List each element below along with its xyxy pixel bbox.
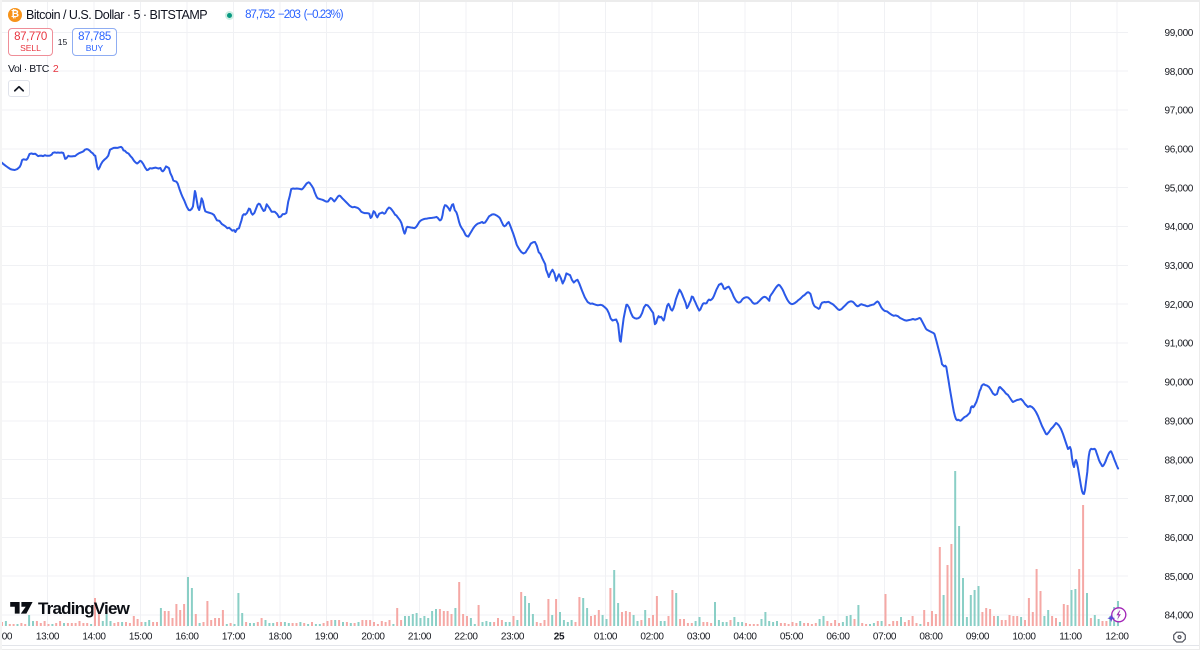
svg-text:09:00: 09:00 <box>966 632 990 643</box>
svg-text:85,000: 85,000 <box>1165 572 1194 583</box>
svg-text:20:00: 20:00 <box>361 632 385 643</box>
svg-text:23:00: 23:00 <box>501 632 525 643</box>
svg-text:18:00: 18:00 <box>268 632 292 643</box>
svg-text:01:00: 01:00 <box>594 632 618 643</box>
svg-text:12:00: 12:00 <box>0 632 13 643</box>
svg-text:97,000: 97,000 <box>1165 106 1194 117</box>
svg-text:86,000: 86,000 <box>1165 533 1194 544</box>
svg-text:96,000: 96,000 <box>1165 145 1194 156</box>
svg-text:07:00: 07:00 <box>873 632 897 643</box>
svg-text:04:00: 04:00 <box>733 632 757 643</box>
svg-text:10:00: 10:00 <box>1012 632 1036 643</box>
svg-text:02:00: 02:00 <box>640 632 664 643</box>
svg-text:92,000: 92,000 <box>1165 300 1194 311</box>
svg-text:22:00: 22:00 <box>454 632 478 643</box>
svg-text:89,000: 89,000 <box>1165 416 1194 427</box>
svg-text:08:00: 08:00 <box>919 632 943 643</box>
svg-text:11:00: 11:00 <box>1059 632 1082 643</box>
svg-text:99,000: 99,000 <box>1165 28 1194 39</box>
svg-text:98,000: 98,000 <box>1165 67 1194 78</box>
svg-text:05:00: 05:00 <box>780 632 804 643</box>
svg-text:21:00: 21:00 <box>408 632 432 643</box>
svg-text:14:00: 14:00 <box>82 632 106 643</box>
svg-text:25: 25 <box>554 632 565 643</box>
svg-text:13:00: 13:00 <box>36 632 60 643</box>
svg-text:06:00: 06:00 <box>826 632 850 643</box>
svg-text:84,000: 84,000 <box>1165 611 1194 622</box>
svg-text:90,000: 90,000 <box>1165 378 1194 389</box>
svg-text:17:00: 17:00 <box>222 632 246 643</box>
svg-text:93,000: 93,000 <box>1165 261 1194 272</box>
svg-text:12:00: 12:00 <box>1105 632 1129 643</box>
svg-text:87,000: 87,000 <box>1165 494 1194 505</box>
svg-text:88,000: 88,000 <box>1165 455 1194 466</box>
svg-text:15:00: 15:00 <box>129 632 153 643</box>
svg-text:03:00: 03:00 <box>687 632 711 643</box>
svg-text:94,000: 94,000 <box>1165 222 1194 233</box>
svg-text:95,000: 95,000 <box>1165 183 1194 194</box>
svg-text:91,000: 91,000 <box>1165 339 1194 350</box>
svg-text:16:00: 16:00 <box>175 632 199 643</box>
svg-text:19:00: 19:00 <box>315 632 339 643</box>
